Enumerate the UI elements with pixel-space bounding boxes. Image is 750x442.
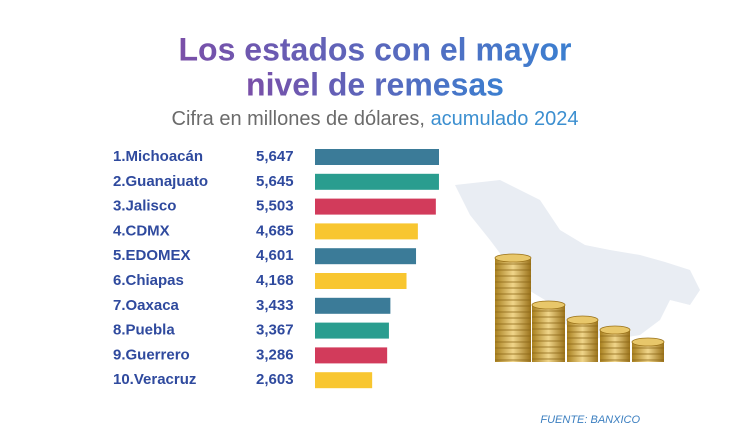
chart-title: Los estados con el mayor: [178, 31, 571, 67]
value-label: 5,645: [256, 173, 294, 190]
coin-top: [599, 325, 631, 335]
category-label: 9.Guerrero: [113, 346, 190, 363]
bar: [315, 173, 439, 190]
value-label: 5,647: [256, 148, 294, 165]
category-label: 1.Michoacán: [113, 148, 203, 165]
category-label: 10.Veracruz: [113, 371, 196, 388]
value-label: 5,503: [256, 198, 294, 215]
category-label: 4.CDMX: [113, 222, 170, 239]
bar: [315, 347, 388, 364]
bar: [315, 149, 439, 165]
value-label: 3,367: [256, 322, 294, 339]
category-label: 3.Jalisco: [113, 198, 176, 215]
category-label: 5.EDOMEX: [113, 247, 191, 264]
coin-stack: [495, 258, 531, 362]
value-label: 4,168: [256, 272, 294, 289]
chart-subtitle: Cifra en millones de dólares, acumulado …: [172, 108, 579, 130]
value-label: 2,603: [256, 371, 294, 388]
value-label: 3,286: [256, 346, 294, 363]
value-label: 4,601: [256, 247, 294, 264]
coin-top: [631, 337, 665, 347]
category-label: 6.Chiapas: [113, 272, 184, 289]
value-label: 3,433: [256, 297, 294, 314]
coin-stack: [567, 320, 598, 362]
coin-stack: [632, 342, 664, 362]
coin-stack: [600, 330, 630, 362]
bar: [315, 248, 417, 265]
subtitle-highlight: acumulado 2024: [431, 108, 579, 130]
coin-top: [494, 253, 532, 263]
chart-title: nivel de remesas: [246, 66, 504, 102]
category-label: 8.Puebla: [113, 322, 175, 339]
category-label: 2.Guanajuato: [113, 173, 208, 190]
bar: [315, 223, 418, 240]
subtitle-text: Cifra en millones de dólares,: [172, 108, 425, 130]
value-label: 4,685: [256, 222, 294, 239]
source-note: FUENTE: BANXICO: [540, 414, 640, 426]
bar: [315, 372, 373, 389]
coin-top: [566, 315, 599, 325]
category-label: 7.Oaxaca: [113, 297, 180, 314]
coin-stack: [532, 305, 565, 362]
bar: [315, 297, 391, 314]
coin-stacks: [494, 253, 665, 362]
map-silhouette: [455, 180, 700, 340]
coin-top: [531, 300, 566, 310]
bar: [315, 273, 407, 289]
bar: [315, 198, 436, 215]
bar: [315, 322, 389, 339]
